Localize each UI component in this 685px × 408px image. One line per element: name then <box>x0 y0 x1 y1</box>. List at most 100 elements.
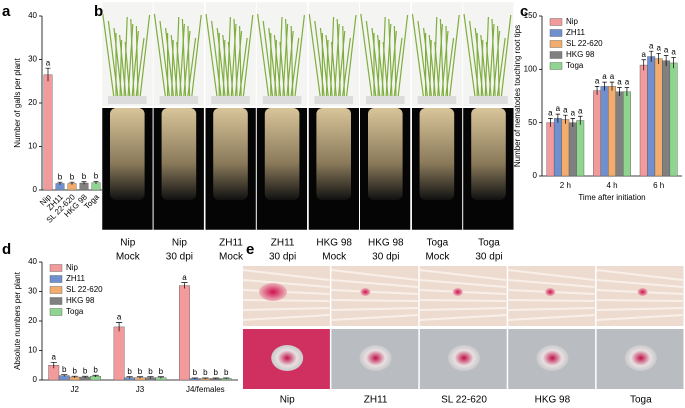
error-bar <box>126 376 133 379</box>
leaf <box>226 16 231 99</box>
y-axis-label: Number of galls per plant <box>13 58 22 148</box>
bar <box>561 119 570 177</box>
leaf <box>393 37 403 99</box>
root-strand <box>508 314 595 321</box>
gall <box>452 288 463 296</box>
photo-label: 30 dpi <box>372 252 399 263</box>
leaf <box>492 30 501 99</box>
leaf <box>123 16 128 99</box>
photo-label: Toga <box>427 238 449 249</box>
leaf <box>274 39 277 99</box>
leaf <box>257 13 270 99</box>
y-tick-label: 100 <box>524 64 538 73</box>
leaf <box>119 39 123 99</box>
leaf <box>389 30 397 99</box>
panel-letter: c <box>520 3 528 20</box>
error-bar <box>641 59 646 71</box>
leaf <box>278 16 283 99</box>
photo-label: HKG 98 <box>316 238 352 249</box>
photo-label: HKG 98 <box>535 395 571 406</box>
root-strand <box>419 299 507 302</box>
root-strand <box>331 299 418 302</box>
significance-letter: a <box>117 313 122 322</box>
pot <box>159 96 199 104</box>
roots <box>264 108 300 200</box>
y-tick-label: 0 <box>33 185 38 194</box>
significance-letter: a <box>656 43 661 52</box>
leaf <box>135 37 145 99</box>
error-bar <box>578 115 583 125</box>
y-tick-label: 20 <box>28 98 37 107</box>
significance-letter: b <box>72 366 77 375</box>
significance-letter: a <box>563 105 568 114</box>
photo-label: Mock <box>322 252 347 263</box>
error-bar <box>617 87 622 96</box>
leaf <box>433 16 438 99</box>
y-tick-label: 0 <box>33 375 38 384</box>
y-tick-label: 40 <box>28 11 37 20</box>
error-bar <box>147 376 154 379</box>
root-strand <box>419 314 507 321</box>
root-strand <box>331 289 418 295</box>
error-bar <box>656 52 661 64</box>
significance-letter: a <box>52 352 57 361</box>
leaf <box>187 37 197 99</box>
pot <box>262 96 302 104</box>
root-strand <box>419 269 507 281</box>
error-bar <box>81 181 87 185</box>
legend-swatch <box>549 29 563 37</box>
error-bar <box>671 57 676 69</box>
photo-label: SL 22-620 <box>441 395 487 406</box>
error-bar <box>45 67 51 82</box>
root-strand <box>419 279 507 288</box>
pot <box>469 96 508 104</box>
bar <box>615 91 624 177</box>
photo-label: Toga <box>630 395 652 406</box>
significance-letter: a <box>642 50 647 59</box>
legend-label: ZH11 <box>566 28 586 37</box>
significance-letter: a <box>610 72 615 81</box>
x-tick-label: 2 h <box>560 181 571 190</box>
leaf <box>345 14 357 99</box>
legend-label: SL 22-620 <box>66 285 103 294</box>
error-bar <box>563 114 568 124</box>
photo-label: Nip <box>280 395 295 406</box>
legend-swatch <box>49 264 63 272</box>
significance-letter: b <box>62 365 67 374</box>
bar <box>608 86 616 177</box>
photo-label: HKG 98 <box>368 238 404 249</box>
bar <box>568 122 577 177</box>
legend-swatch <box>549 62 563 70</box>
legend-swatch <box>49 275 63 283</box>
y-axis-label: Absolute numbers per plant <box>13 271 22 370</box>
leaf <box>360 13 373 99</box>
significance-letter: a <box>182 273 187 282</box>
legend-swatch <box>549 40 563 48</box>
y-tick-label: 30 <box>28 287 37 296</box>
error-bar <box>555 113 561 123</box>
roots <box>419 108 455 200</box>
root-strand <box>331 269 418 281</box>
significance-letter: b <box>159 367 164 376</box>
root-strand <box>331 279 418 288</box>
y-tick-label: 0 <box>533 171 538 180</box>
leaf <box>191 14 202 99</box>
leaf <box>282 23 289 99</box>
significance-letter: b <box>93 365 98 374</box>
significance-letter: a <box>556 104 561 113</box>
significance-letter: b <box>224 368 229 377</box>
bar <box>623 91 631 177</box>
leaf <box>171 39 174 99</box>
panel-letter: b <box>94 3 103 20</box>
error-bar <box>71 375 78 378</box>
leaf <box>294 14 305 99</box>
leaf <box>341 37 351 99</box>
y-tick-label: 40 <box>28 257 37 266</box>
significance-letter: a <box>664 46 669 55</box>
panel-letter: a <box>2 3 11 20</box>
x-tick-label: Toga <box>82 192 101 211</box>
photo-label: 30 dpi <box>269 252 296 263</box>
nematode <box>624 345 657 371</box>
x-tick-label: 6 h <box>653 181 664 190</box>
photo-label: ZH11 <box>219 238 243 249</box>
